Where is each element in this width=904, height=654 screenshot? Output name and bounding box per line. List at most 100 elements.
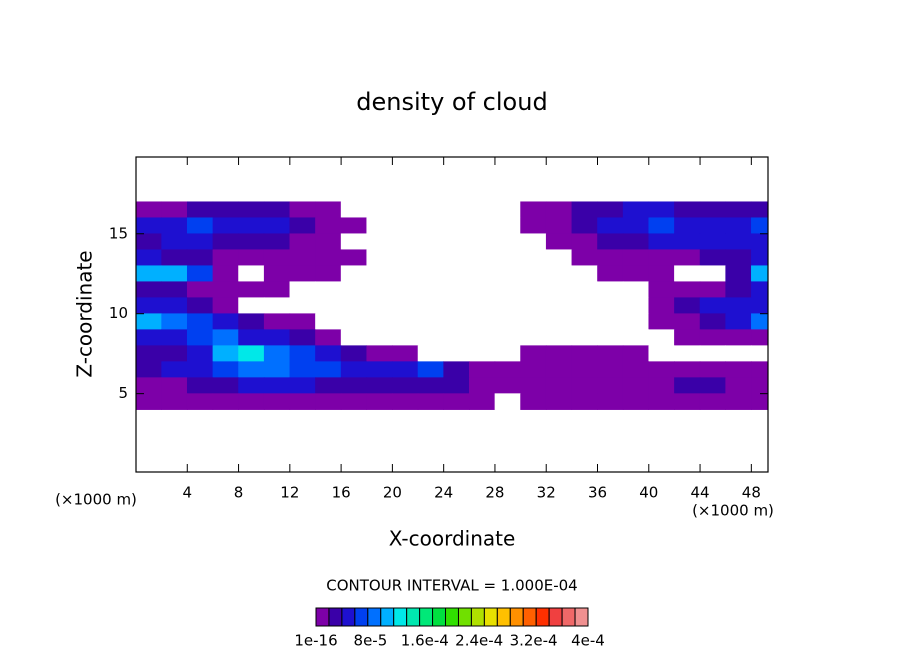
contour-cell bbox=[494, 361, 521, 378]
y-tick-label: 5 bbox=[118, 384, 128, 402]
contour-cell bbox=[392, 329, 419, 346]
x-tick-label: 40 bbox=[639, 484, 658, 502]
contour-cell bbox=[289, 217, 316, 235]
contour-cell bbox=[315, 377, 342, 394]
contour-cell bbox=[520, 361, 547, 378]
colorbar-tick-label: 1e-16 bbox=[294, 632, 337, 650]
colorbar-box bbox=[367, 607, 382, 627]
contour-cell bbox=[417, 297, 444, 315]
contour-cell bbox=[392, 297, 419, 315]
contour-cell bbox=[494, 297, 521, 315]
contour-cell bbox=[392, 265, 419, 283]
contour-cell bbox=[674, 281, 701, 299]
contour-cell bbox=[545, 345, 573, 362]
contour-cell bbox=[545, 201, 573, 219]
contour-cell bbox=[392, 393, 419, 410]
contour-cell bbox=[469, 217, 496, 235]
contour-cell bbox=[597, 361, 624, 378]
contour-cell bbox=[443, 281, 470, 299]
contour-cell bbox=[315, 201, 342, 219]
contour-cell bbox=[494, 345, 521, 362]
contour-cell bbox=[494, 249, 521, 267]
contour-cell bbox=[520, 281, 547, 299]
contour-cell bbox=[161, 361, 188, 378]
contour-cell bbox=[545, 313, 573, 330]
contour-cell bbox=[648, 297, 675, 315]
contour-cell bbox=[597, 217, 624, 235]
contour-cell bbox=[622, 393, 650, 410]
contour-cell bbox=[545, 377, 573, 394]
contour-cell bbox=[571, 217, 598, 235]
contour-cell bbox=[289, 313, 316, 330]
contour-cell bbox=[751, 345, 768, 362]
contour-cell bbox=[136, 249, 162, 267]
contour-cell bbox=[340, 233, 368, 251]
x-tick-label: 28 bbox=[485, 484, 504, 502]
colorbar-box bbox=[354, 607, 369, 627]
contour-cell bbox=[648, 265, 675, 283]
y-unit-label: (×1000 m) bbox=[55, 491, 137, 509]
colorbar-box bbox=[341, 607, 356, 627]
colorbar-box bbox=[522, 607, 537, 627]
contour-cell bbox=[648, 217, 675, 235]
contour-cell bbox=[469, 345, 496, 362]
contour-cell bbox=[751, 393, 768, 410]
contour-cell bbox=[674, 249, 701, 267]
colorbar-box bbox=[457, 607, 472, 627]
contour-cell bbox=[417, 201, 444, 219]
contour-cell bbox=[263, 345, 291, 362]
plot-frame bbox=[135, 156, 769, 473]
contour-cell bbox=[597, 329, 624, 346]
contour-cell bbox=[315, 345, 342, 362]
contour-cell bbox=[238, 297, 265, 315]
contour-cell bbox=[289, 249, 316, 267]
contour-cell bbox=[597, 281, 624, 299]
contour-cell bbox=[443, 345, 470, 362]
contour-cell bbox=[494, 329, 521, 346]
contour-cell bbox=[161, 329, 188, 346]
contour-cell bbox=[751, 329, 768, 346]
x-tick-label: 20 bbox=[383, 484, 402, 502]
contour-cell bbox=[674, 329, 701, 346]
contour-cell bbox=[571, 297, 598, 315]
x-tick-label: 4 bbox=[183, 484, 193, 502]
contour-cell bbox=[392, 281, 419, 299]
contour-cell bbox=[161, 217, 188, 235]
contour-cell bbox=[186, 393, 214, 410]
contour-cell bbox=[443, 313, 470, 330]
contour-cell bbox=[136, 361, 162, 378]
contour-cell bbox=[597, 393, 624, 410]
contour-cell bbox=[340, 329, 368, 346]
contour-interval: CONTOUR INTERVAL = 1.000E-04 bbox=[326, 577, 577, 595]
contour-cell bbox=[520, 217, 547, 235]
contour-cell bbox=[469, 361, 496, 378]
contour-cell bbox=[520, 233, 547, 251]
contour-cell bbox=[263, 297, 291, 315]
contour-cell bbox=[648, 393, 675, 410]
contour-cell bbox=[392, 361, 419, 378]
contour-cell bbox=[571, 281, 598, 299]
contour-cell bbox=[571, 393, 598, 410]
colorbar-box bbox=[535, 607, 550, 627]
contour-cell bbox=[263, 361, 291, 378]
contour-cell bbox=[597, 249, 624, 267]
contour-cell bbox=[443, 297, 470, 315]
contour-cell bbox=[699, 217, 726, 235]
contour-cell bbox=[699, 377, 726, 394]
colorbar-box bbox=[432, 607, 447, 627]
contour-cell bbox=[289, 377, 316, 394]
contour-cell bbox=[136, 297, 162, 315]
contour-cell bbox=[520, 297, 547, 315]
colorbar-box bbox=[393, 607, 408, 627]
contour-cell bbox=[597, 201, 624, 219]
contour-cell bbox=[186, 345, 214, 362]
contour-cell bbox=[136, 265, 162, 283]
contour-cell bbox=[469, 265, 496, 283]
contour-cell bbox=[494, 313, 521, 330]
contour-cell bbox=[545, 217, 573, 235]
contour-cell bbox=[186, 313, 214, 330]
contour-cell bbox=[545, 393, 573, 410]
contour-cell bbox=[725, 329, 752, 346]
contour-cell bbox=[315, 281, 342, 299]
